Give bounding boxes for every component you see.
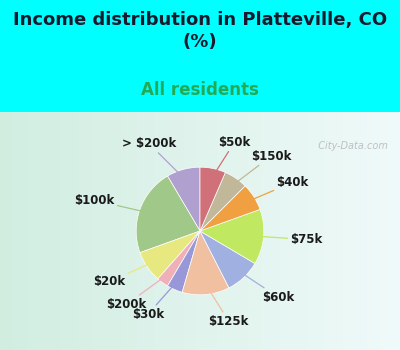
- Text: $75k: $75k: [255, 233, 322, 246]
- Text: > $200k: > $200k: [122, 137, 184, 178]
- Wedge shape: [200, 167, 225, 231]
- Wedge shape: [200, 231, 255, 288]
- Text: All residents: All residents: [141, 80, 259, 99]
- Wedge shape: [168, 167, 200, 231]
- Text: $30k: $30k: [132, 281, 177, 321]
- Text: $100k: $100k: [74, 194, 148, 213]
- Wedge shape: [200, 209, 264, 264]
- Wedge shape: [140, 231, 200, 279]
- Text: $50k: $50k: [212, 136, 251, 177]
- Text: $125k: $125k: [206, 286, 249, 328]
- Text: $40k: $40k: [247, 176, 309, 202]
- Text: $20k: $20k: [93, 261, 154, 288]
- Wedge shape: [136, 176, 200, 253]
- Wedge shape: [168, 231, 200, 292]
- Text: $150k: $150k: [232, 149, 291, 186]
- Text: $200k: $200k: [106, 275, 167, 311]
- Text: Income distribution in Platteville, CO
(%): Income distribution in Platteville, CO (…: [13, 11, 387, 51]
- Wedge shape: [182, 231, 229, 295]
- Text: $60k: $60k: [238, 271, 294, 303]
- Wedge shape: [158, 231, 200, 286]
- Text: City-Data.com: City-Data.com: [312, 141, 388, 150]
- Wedge shape: [200, 173, 245, 231]
- Wedge shape: [200, 186, 260, 231]
